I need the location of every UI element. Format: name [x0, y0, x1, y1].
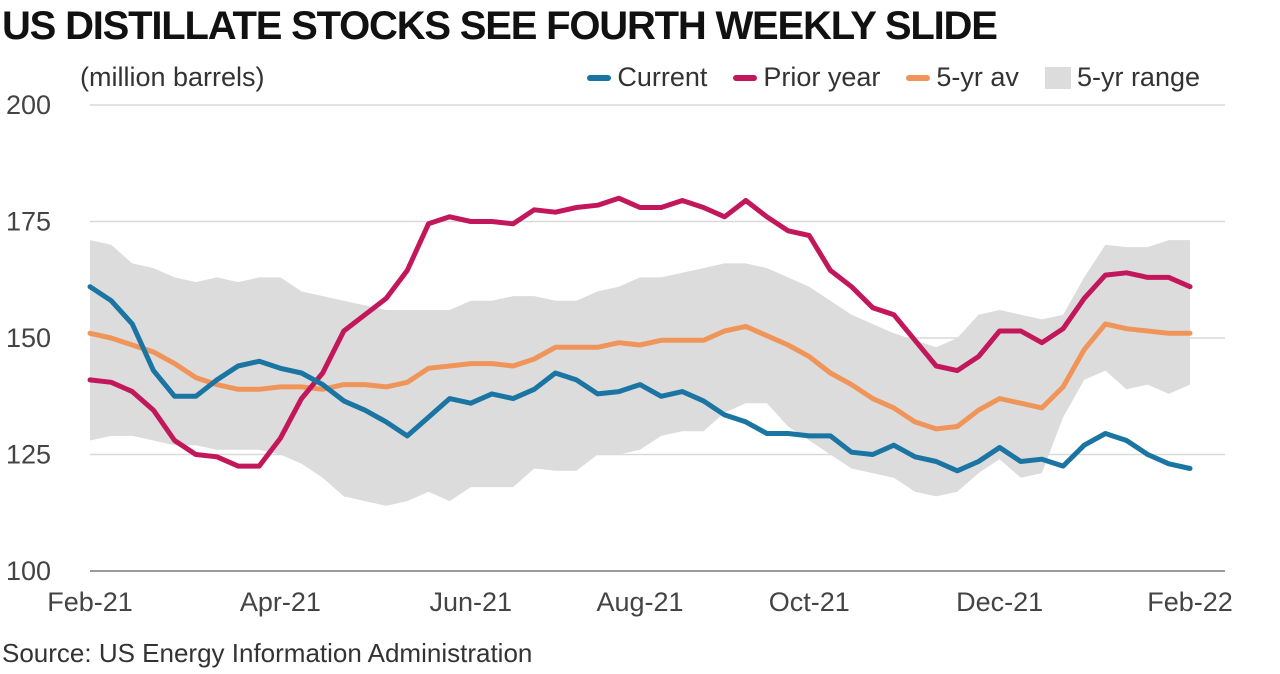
x-tick-label-aug-21: Aug-21: [596, 587, 683, 617]
legend-swatch-prior-year: [733, 74, 758, 81]
legend-swatch-current: [587, 74, 612, 81]
range-band-5yr: [90, 240, 1190, 506]
y-tick-label-175: 175: [6, 207, 51, 237]
y-axis: 200 175 150 125 100: [6, 90, 51, 586]
x-tick-label-feb-22: Feb-22: [1147, 587, 1233, 617]
legend-item-prior-year: Prior year: [733, 62, 880, 93]
y-tick-label-125: 125: [6, 440, 51, 470]
legend-label-current: Current: [617, 62, 708, 92]
x-tick-label-dec-21: Dec-21: [956, 587, 1043, 617]
chart-title: US DISTILLATE STOCKS SEE FOURTH WEEKLY S…: [2, 4, 998, 48]
range-band-layer: [90, 240, 1190, 506]
x-tick-label-oct-21: Oct-21: [769, 587, 850, 617]
legend-label-5yr-av: 5-yr av: [936, 62, 1019, 92]
y-tick-label-100: 100: [6, 556, 51, 586]
legend-label-5yr-range: 5-yr range: [1076, 62, 1200, 92]
y-axis-unit-label: (million barrels): [80, 62, 265, 92]
y-tick-label-150: 150: [6, 323, 51, 353]
legend-item-current: Current: [587, 62, 707, 93]
line-prior-year: [87, 195, 1193, 469]
legend-item-5yr-av: 5-yr av: [906, 62, 1019, 93]
line-current: [87, 284, 1193, 474]
legend-swatch-5yr-range: [1044, 66, 1071, 89]
x-axis: Feb-21 Apr-21 Jun-21 Aug-21 Oct-21 Dec-21 Feb-…: [47, 587, 1233, 617]
series-lines-layer: [87, 195, 1193, 474]
y-tick-label-200: 200: [6, 90, 51, 120]
legend-swatch-5yr-av: [906, 74, 931, 81]
line-5yr-av: [87, 321, 1193, 432]
source-note: Source: US Energy Information Administra…: [2, 638, 533, 668]
x-tick-label-apr-21: Apr-21: [240, 587, 321, 617]
chart-legend: Current Prior year 5-yr av 5-yr range: [520, 62, 1200, 93]
legend-item-5yr-range: 5-yr range: [1044, 62, 1200, 93]
x-tick-label-jun-21: Jun-21: [429, 587, 512, 617]
x-tick-label-feb-21: Feb-21: [47, 587, 133, 617]
legend-label-prior-year: Prior year: [763, 62, 881, 92]
